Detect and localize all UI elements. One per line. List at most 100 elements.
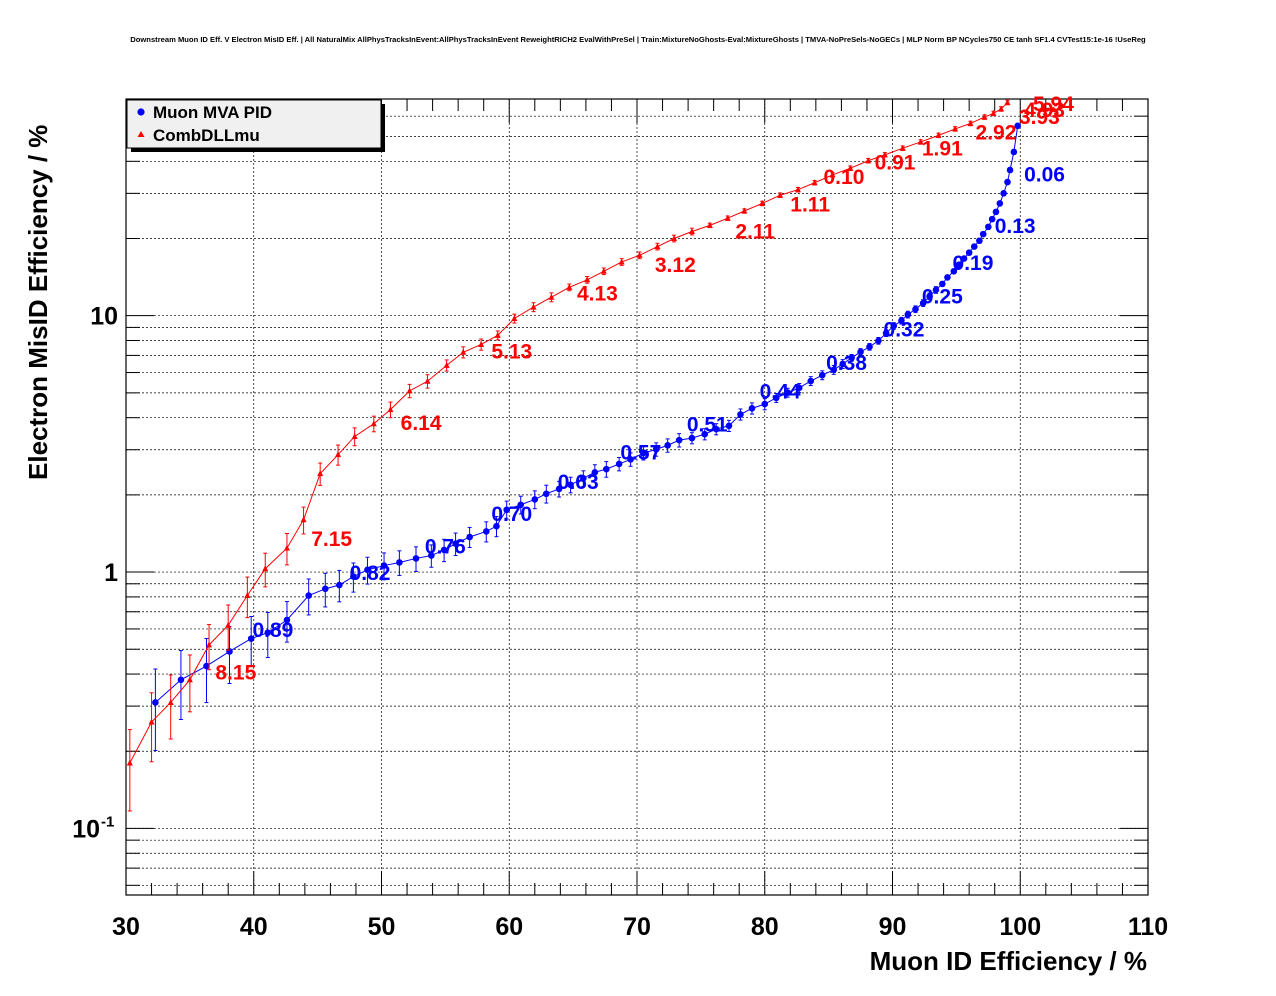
- x-tick-label: 100: [999, 913, 1041, 941]
- cut-value-label: 2.11: [735, 220, 775, 243]
- data-point: [335, 451, 342, 458]
- data-point: [967, 119, 974, 126]
- data-point: [466, 533, 473, 541]
- data-point: [300, 516, 307, 523]
- data-point: [503, 506, 510, 514]
- cut-value-label: 0.63: [558, 471, 599, 494]
- cut-value-label: 0.82: [350, 562, 391, 585]
- data-point: [839, 360, 846, 368]
- data-point: [177, 676, 185, 684]
- cut-value-label: 4.13: [577, 283, 618, 306]
- data-point: [203, 662, 210, 670]
- cut-value-label: 7.15: [311, 528, 352, 551]
- data-point: [1004, 99, 1011, 106]
- legend-label-combdllmu: CombDLLmu: [153, 126, 260, 145]
- data-point: [926, 292, 933, 300]
- legend: Muon MVA PID CombDLLmu: [126, 99, 385, 152]
- data-point: [542, 490, 550, 498]
- data-point: [712, 425, 720, 433]
- data-point: [761, 400, 769, 408]
- data-point: [600, 267, 607, 274]
- data-point: [126, 759, 133, 766]
- cut-value-label: 0.13: [995, 215, 1036, 238]
- data-point: [965, 249, 973, 257]
- data-point: [548, 293, 555, 300]
- data-point: [406, 387, 413, 394]
- data-point: [811, 179, 818, 186]
- data-point: [759, 199, 766, 206]
- data-point: [899, 144, 906, 151]
- data-point: [847, 164, 854, 171]
- data-point: [262, 565, 269, 572]
- data-point: [370, 420, 377, 427]
- data-point: [652, 446, 660, 453]
- data-point: [1000, 190, 1007, 197]
- data-point: [688, 434, 696, 442]
- data-point: [952, 125, 959, 132]
- data-point: [990, 109, 997, 116]
- x-axis-title: Muon ID Efficiency / %: [870, 946, 1147, 976]
- cut-annotations: 0.06 0.130.19 0.25 0.32 0.38 0.44 0.51 0.57 0.63…: [215, 93, 1074, 684]
- series-combdllmu: [126, 99, 1011, 812]
- data-point: [283, 544, 290, 551]
- cut-value-label: 5.13: [491, 341, 532, 364]
- data-point: [898, 317, 905, 324]
- data-point: [985, 223, 992, 231]
- cut-value-label: 0.44: [760, 381, 801, 404]
- data-point: [890, 322, 898, 330]
- data-point: [591, 468, 599, 476]
- legend-marker-muon-mva: [137, 108, 145, 116]
- data-point: [244, 592, 251, 599]
- data-point: [865, 157, 872, 164]
- cut-value-label: 0.70: [491, 503, 532, 526]
- data-point: [981, 113, 988, 120]
- data-point: [748, 405, 756, 412]
- data-point: [955, 261, 963, 269]
- data-point: [305, 592, 312, 599]
- data-point: [152, 699, 159, 706]
- x-tick-label: 40: [240, 913, 268, 941]
- data-point: [939, 280, 946, 288]
- data-point: [424, 377, 431, 384]
- cut-value-label: 3.93: [1019, 106, 1060, 129]
- cut-value-label: 8.15: [215, 661, 256, 684]
- data-point: [566, 283, 573, 290]
- cut-value-label: 0.38: [826, 352, 867, 375]
- y-tick-label: 10: [72, 815, 100, 843]
- data-point: [580, 475, 587, 482]
- data-point: [493, 522, 500, 530]
- data-point: [627, 456, 634, 463]
- cut-value-label: 6.14: [401, 412, 442, 435]
- data-point: [919, 299, 927, 307]
- cut-value-label: 5.94: [1033, 93, 1074, 116]
- data-point: [944, 274, 951, 281]
- grid: [126, 98, 1148, 895]
- data-point: [226, 648, 233, 655]
- cut-value-label: 0.76: [425, 535, 466, 558]
- data-point: [1014, 122, 1021, 130]
- data-point: [664, 442, 671, 449]
- data-point: [567, 481, 574, 489]
- data-point: [247, 635, 255, 642]
- data-point: [866, 343, 873, 351]
- cut-value-label: 0.32: [884, 319, 925, 342]
- data-point: [675, 436, 683, 444]
- y-axis-title: Electron MisID Efficiency / %: [23, 125, 53, 480]
- data-point: [530, 303, 537, 310]
- data-point: [511, 314, 518, 321]
- data-point: [848, 354, 855, 362]
- y-tick-label: 1: [104, 559, 118, 587]
- data-point: [882, 329, 890, 337]
- data-point: [225, 621, 232, 628]
- data-point: [555, 485, 563, 493]
- data-point: [167, 698, 174, 705]
- x-tick-label: 110: [1128, 913, 1168, 941]
- data-point: [988, 215, 996, 223]
- x-tick-label: 80: [751, 913, 779, 941]
- data-point: [428, 552, 435, 559]
- data-point: [478, 340, 485, 347]
- data-point: [640, 449, 647, 457]
- x-tick-label: 70: [623, 913, 651, 941]
- data-point: [932, 286, 940, 294]
- data-point: [482, 528, 490, 535]
